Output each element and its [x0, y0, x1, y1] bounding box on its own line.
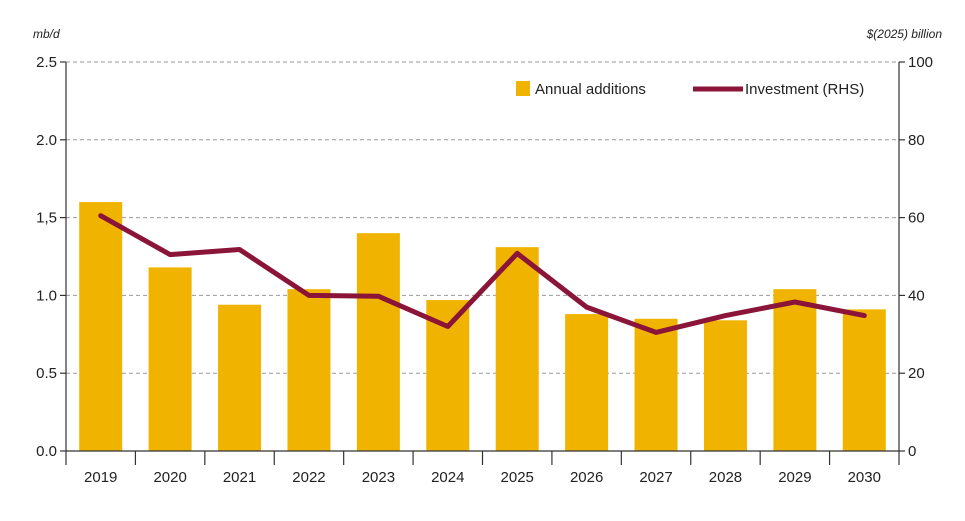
- x-tick-label: 2026: [570, 469, 603, 486]
- left-tick-label: 0.0: [36, 443, 57, 460]
- x-tick-label: 2019: [84, 469, 117, 486]
- legend: Annual additions Investment (RHS): [516, 81, 864, 98]
- left-tick-label: 0.5: [36, 365, 57, 382]
- bar-annual-additions-2027: [634, 318, 678, 451]
- right-tick-label: 60: [908, 210, 925, 227]
- bar-annual-additions-2023: [356, 233, 400, 451]
- line-investment: [98, 213, 867, 335]
- bar-annual-additions-2021: [218, 304, 262, 451]
- x-tick-label: 2024: [431, 469, 464, 486]
- bar-annual-additions-2029: [773, 289, 817, 451]
- x-tick-label: 2025: [501, 469, 534, 486]
- right-tick-label: 20: [908, 365, 925, 382]
- right-tick-label: 0: [908, 443, 916, 460]
- legend-swatch-annual-additions: [516, 81, 530, 96]
- right-tick-label: 100: [908, 54, 933, 71]
- bar-annual-additions-2025: [495, 247, 539, 451]
- right-axis-unit: $(2025) billion: [866, 27, 943, 41]
- bar-annual-additions-2019: [79, 202, 123, 451]
- x-tick-label: 2030: [848, 469, 881, 486]
- x-tick-label: 2020: [153, 469, 186, 486]
- gridlines: [66, 61, 899, 374]
- legend-label-annual-additions: Annual additions: [535, 81, 646, 98]
- left-tick-label: 2.5: [36, 54, 57, 71]
- bar-annual-additions-2026: [565, 314, 609, 451]
- left-axis-unit: mb/d: [33, 27, 60, 41]
- left-tick-label: 2.0: [36, 132, 57, 149]
- right-tick-label: 80: [908, 132, 925, 149]
- bar-annual-additions-2028: [703, 320, 747, 451]
- line-series: [98, 213, 867, 335]
- x-tick-label: 2021: [223, 469, 256, 486]
- bar-annual-additions-2030: [842, 309, 886, 451]
- legend-label-investment: Investment (RHS): [745, 81, 864, 98]
- x-tick-label: 2027: [639, 469, 672, 486]
- x-tick-label: 2023: [362, 469, 395, 486]
- right-tick-label: 40: [908, 287, 925, 304]
- bar-annual-additions-2020: [148, 267, 192, 451]
- bar-annual-additions-2024: [426, 300, 470, 451]
- axes: 0.0 0.5 1.0 1,5 2.0 2.5 0 20 40 60 80 100 2019 2020 20…: [36, 54, 933, 486]
- left-tick-label: 1.0: [36, 287, 57, 304]
- x-tick-label: 2029: [778, 469, 811, 486]
- left-tick-label: 1,5: [36, 210, 57, 227]
- bar-annual-additions-2022: [287, 289, 331, 451]
- x-tick-label: 2022: [292, 469, 325, 486]
- x-tick-label: 2028: [709, 469, 742, 486]
- bar-series: [79, 202, 886, 451]
